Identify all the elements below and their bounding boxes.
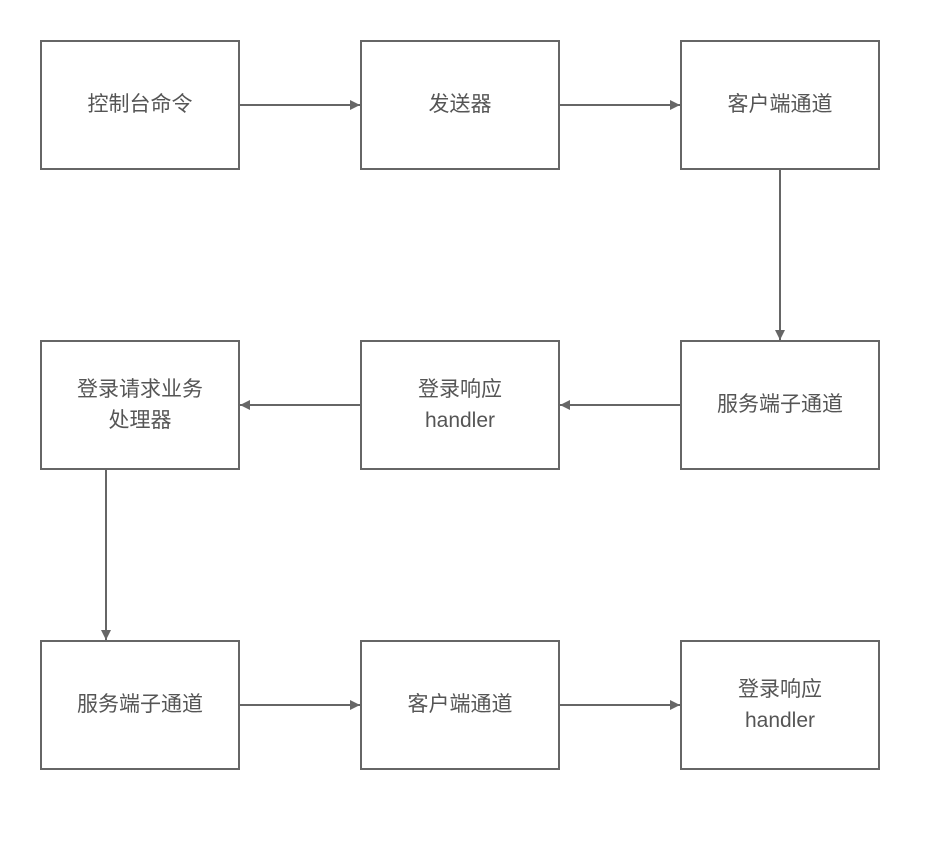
flowchart-canvas: 控制台命令发送器客户端通道服务端子通道登录响应 handler登录请求业务 处理… — [0, 0, 936, 859]
node-n3: 客户端通道 — [680, 40, 880, 170]
node-n8: 客户端通道 — [360, 640, 560, 770]
node-n6: 登录请求业务 处理器 — [40, 340, 240, 470]
node-n7: 服务端子通道 — [40, 640, 240, 770]
node-n2: 发送器 — [360, 40, 560, 170]
node-n4: 服务端子通道 — [680, 340, 880, 470]
node-n9: 登录响应 handler — [680, 640, 880, 770]
node-n1: 控制台命令 — [40, 40, 240, 170]
node-n5: 登录响应 handler — [360, 340, 560, 470]
